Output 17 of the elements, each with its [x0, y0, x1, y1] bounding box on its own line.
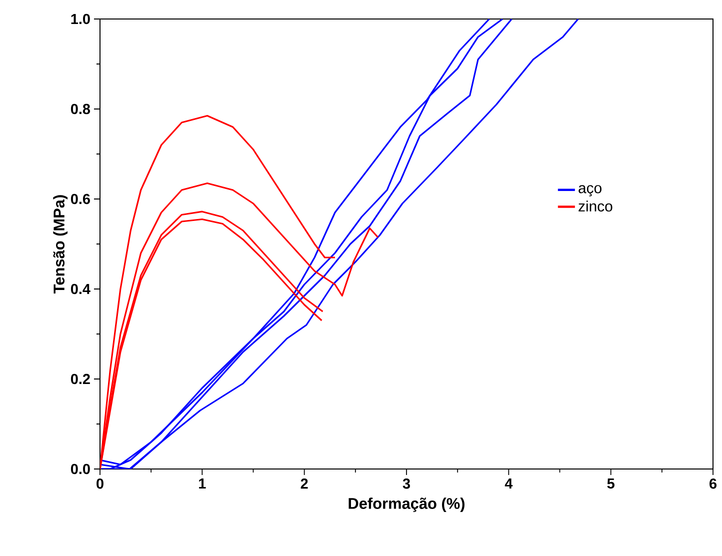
y-tick-label: 0.0	[70, 464, 90, 474]
x-tick-label: 1	[199, 478, 206, 488]
y-axis-title: Tensão (MPa)	[53, 195, 68, 294]
y-tick-label: 0.2	[70, 374, 90, 384]
y-tick-label: 0.4	[70, 284, 90, 294]
legend-label: zinco	[578, 200, 612, 212]
x-tick-label: 0	[96, 478, 104, 489]
x-tick-label: 6	[710, 478, 717, 489]
x-tick-label: 5	[607, 478, 614, 489]
x-tick-label: 3	[402, 478, 410, 489]
x-axis-title: Deformação (%)	[348, 498, 464, 512]
x-tick-label: 4	[504, 478, 513, 488]
x-tick-label: 2	[300, 478, 308, 489]
legend-label: aço	[578, 185, 602, 196]
y-tick-label: 0.6	[70, 194, 90, 204]
y-tick-label: 1.0	[71, 14, 90, 24]
y-tick-label: 0.8	[70, 104, 90, 114]
